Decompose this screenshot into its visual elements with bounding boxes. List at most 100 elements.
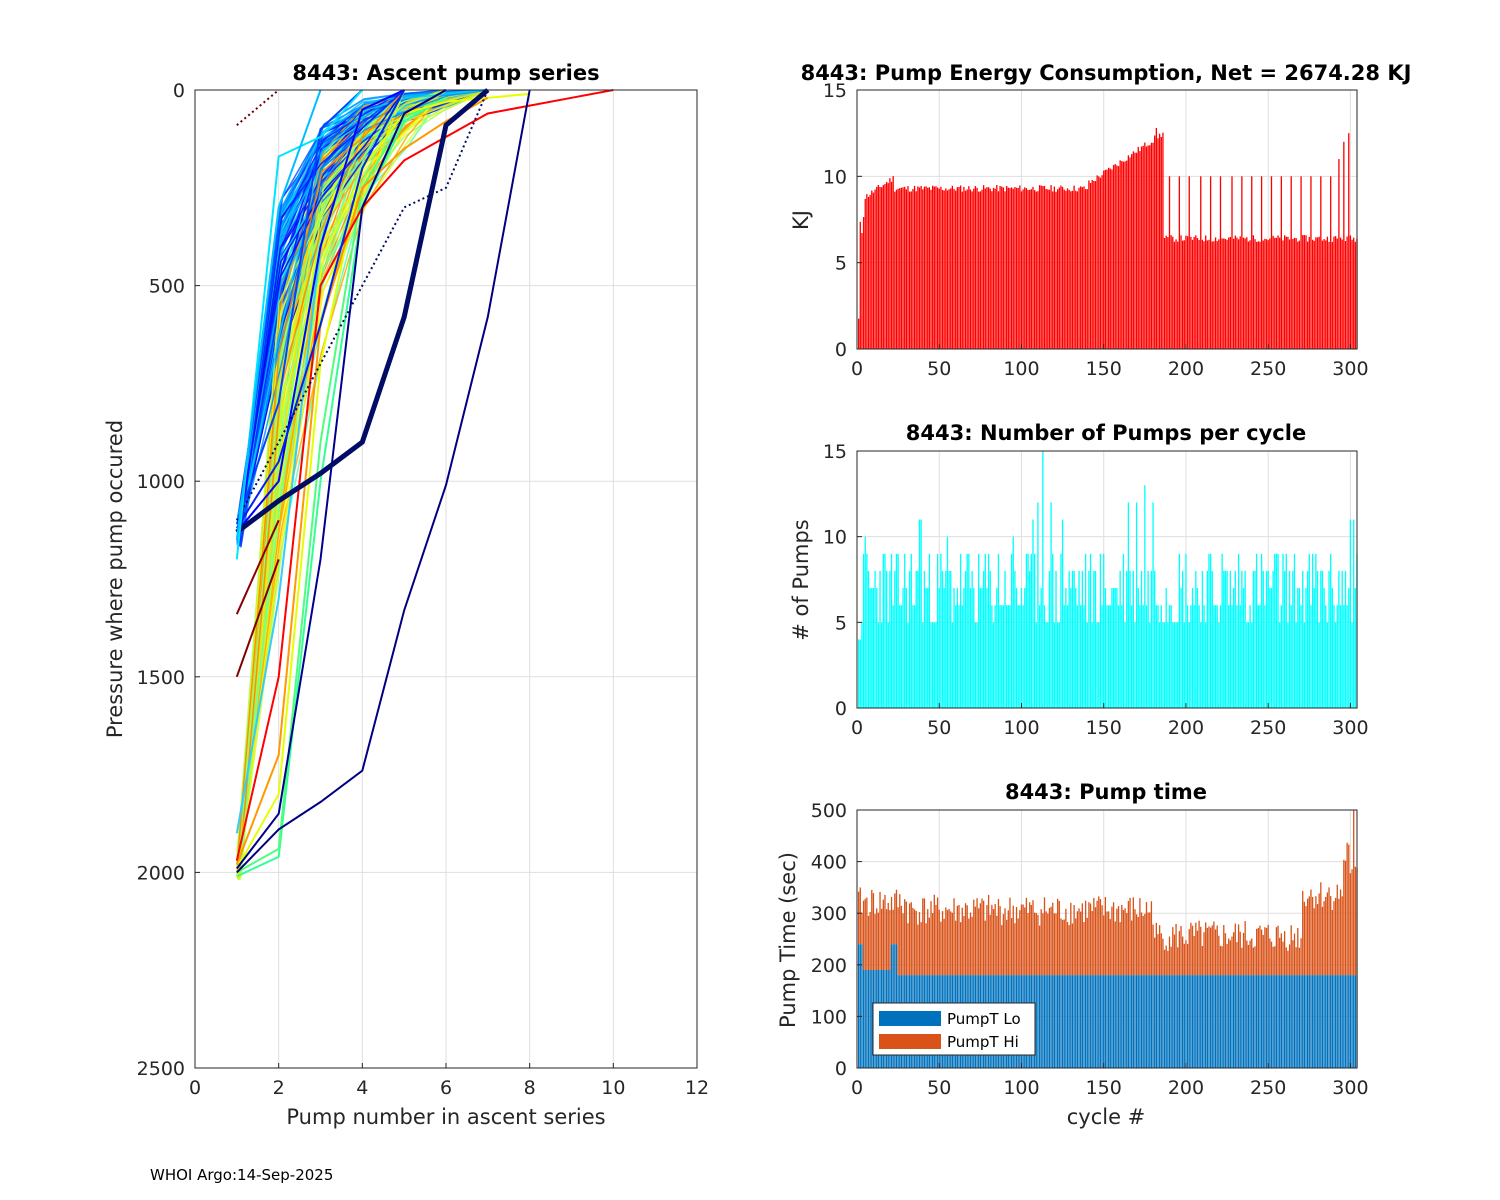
energy-bar	[1022, 189, 1024, 349]
pumpt-lo-bar	[1313, 975, 1315, 1068]
pumps-bar	[1260, 553, 1263, 708]
pumps-bar	[1196, 588, 1199, 708]
pumps-bar	[1285, 553, 1287, 708]
pumps-bar	[857, 639, 860, 708]
pumpt-lo-bar	[1287, 975, 1289, 1068]
pumpt-hi-bar	[1307, 898, 1309, 976]
energy-bar	[1160, 136, 1162, 349]
energy-bar	[1019, 185, 1021, 349]
pumps-bar	[1213, 605, 1215, 708]
pumpt-hi-bar	[884, 894, 886, 970]
pumpt-hi-bar	[1237, 924, 1240, 976]
pumps-bar	[1042, 451, 1044, 708]
pumpt-hi-bar	[1032, 900, 1034, 976]
energy-bar	[1080, 186, 1082, 349]
energy-bar	[1191, 239, 1194, 349]
energy-bar	[1175, 239, 1177, 349]
pumps-bar	[1165, 588, 1167, 708]
pumps-bar	[890, 553, 893, 708]
y-tick-label: 0	[835, 698, 847, 720]
pumps-bar	[1035, 622, 1037, 708]
pumpt-lo-bar	[1058, 975, 1060, 1068]
pumpt-hi-bar	[1155, 922, 1157, 976]
pumps-bar	[1168, 605, 1171, 708]
pumpt-lo-bar	[1279, 975, 1281, 1068]
pumpt-lo-bar	[1160, 975, 1162, 1068]
pumpt-hi-bar	[887, 902, 889, 970]
energy-bar	[879, 186, 881, 349]
energy-bar	[1103, 170, 1105, 349]
energy-bar	[867, 196, 870, 349]
energy-bar	[1325, 240, 1327, 349]
pumps-bar	[872, 588, 875, 708]
pumpt-lo-bar	[1226, 975, 1228, 1068]
pumpt-lo-bar	[867, 969, 870, 1068]
pumpt-lo-bar	[1242, 975, 1245, 1068]
pumpt-lo-bar	[866, 969, 868, 1068]
pumps-bar	[1331, 588, 1333, 708]
energy-bar	[1157, 138, 1159, 349]
x-tick-label: 100	[1003, 358, 1039, 380]
pumps-bar	[1106, 605, 1108, 708]
pumpt-hi-bar	[1063, 919, 1065, 976]
energy-bar	[978, 191, 980, 349]
pumpt-hi-bar	[1325, 896, 1327, 976]
energy-bar	[1121, 161, 1123, 349]
energy-bar	[864, 198, 866, 349]
energy-bar	[1239, 236, 1241, 349]
pumpt-hi-bar	[1224, 933, 1227, 976]
pumps-bar	[1052, 553, 1054, 708]
pumps-bar	[1198, 605, 1200, 708]
ascent-series-early-darkred-dotted	[236, 89, 280, 126]
pumpt-hi-bar	[1223, 925, 1225, 976]
pumps-bar	[1279, 622, 1281, 708]
pumps-bar	[897, 553, 899, 708]
pumpt-hi-bar	[869, 911, 871, 970]
pumps-bar	[1186, 605, 1189, 708]
pumps-bar	[959, 553, 962, 708]
pumpt-hi-bar	[1147, 912, 1149, 976]
pumpt-hi-bar	[1318, 893, 1320, 976]
energy-bar	[877, 184, 880, 349]
pumps-bar	[1234, 570, 1236, 708]
pumpt-hi-bar	[1163, 949, 1166, 976]
pumpt-hi-bar	[1029, 902, 1031, 976]
pumpt-hi-bar	[1124, 908, 1126, 976]
pumpt-hi-bar	[1170, 946, 1172, 976]
pumpt-hi-bar	[1334, 897, 1337, 976]
pumpt-hi-bar	[1047, 913, 1049, 976]
pumps-bar	[879, 570, 881, 708]
energy-bar	[1145, 146, 1148, 349]
x-tick-label: 250	[1250, 358, 1286, 380]
pumps-bar	[1228, 605, 1230, 708]
pumpt-hi-bar	[1182, 936, 1184, 976]
energy-bar	[1348, 133, 1350, 349]
pumps-bar	[1351, 622, 1353, 708]
energy-bar	[1147, 145, 1149, 349]
energy-bar	[1313, 240, 1315, 349]
pumpt-lo-bar	[1195, 975, 1197, 1068]
pumpt-lo-bar	[1224, 975, 1227, 1068]
energy-bar	[1027, 189, 1029, 349]
pumpt-hi-bar	[1006, 919, 1008, 976]
energy-bar	[1249, 240, 1251, 349]
energy-bar	[1096, 175, 1098, 349]
pumpt-hi-bar	[1287, 950, 1289, 976]
pumpt-hi-bar	[1201, 946, 1204, 976]
pumpt-hi-bar	[928, 917, 931, 976]
pumps-bar	[958, 605, 960, 708]
pumpt-lo-bar	[1061, 975, 1064, 1068]
pumpt-hi-bar	[881, 908, 883, 970]
pumps-bar	[928, 553, 931, 708]
energy-bar	[956, 187, 958, 349]
pumpt-hi-bar	[895, 889, 898, 945]
pumpt-lo-bar	[1236, 975, 1238, 1068]
pumps-bar	[1131, 605, 1133, 708]
energy-bar	[991, 191, 993, 349]
energy-bar	[1256, 241, 1258, 349]
pumpt-hi-bar	[1331, 910, 1333, 976]
pumpt-lo-bar	[1050, 975, 1052, 1068]
pumps-bar	[1083, 605, 1085, 708]
energy-bar	[984, 188, 986, 349]
pumpt-hi-bar	[1076, 911, 1079, 976]
